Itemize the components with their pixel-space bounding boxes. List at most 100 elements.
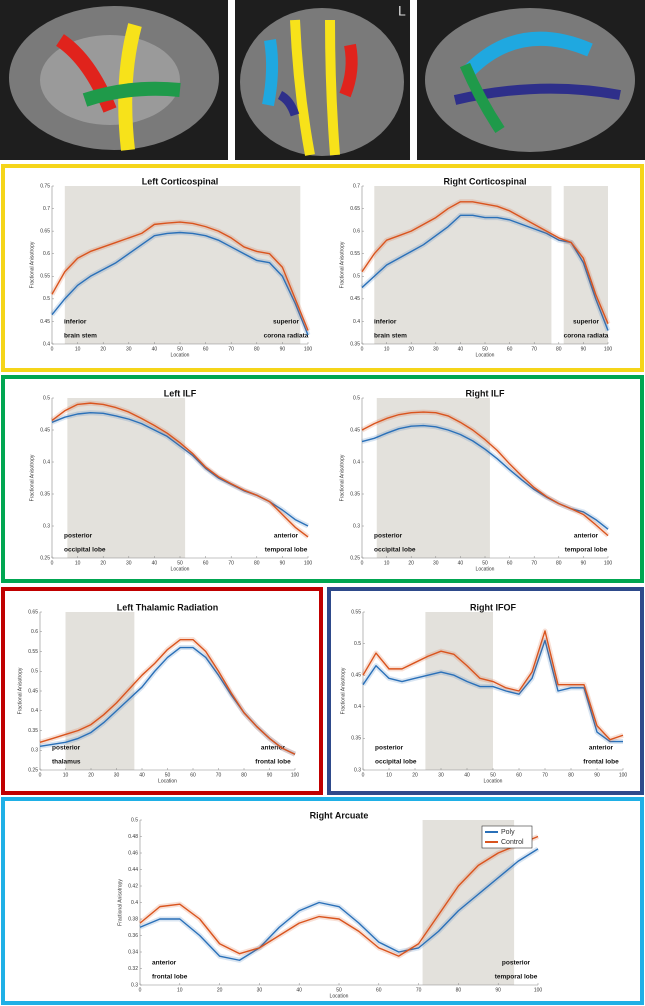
y-tick-label: 0.65 [28,609,38,615]
y-tick-label: 0.42 [128,883,138,889]
y-tick-label: 0.6 [31,629,38,635]
y-tick-label: 0.25 [28,767,38,773]
shaded-region [374,186,552,344]
chart: 0 10 20 30 40 50 60 70 80 90 100 0.3 0.35 0.4 0.45 0.5 0… [340,602,627,784]
brain-shape [240,8,404,156]
x-tick-label: 10 [177,987,183,993]
annotation: superior [273,319,299,326]
x-tick-label: 30 [257,987,263,993]
x-tick-label: 100 [619,772,628,778]
x-tick-label: 30 [433,346,439,352]
y-axis-label: Fractional Anisotropy [339,454,345,501]
chart: 0 10 20 30 40 50 60 70 80 90 100 0.35 0.4 0.45 0.5 0.55… [339,176,612,358]
x-tick-label: 60 [203,346,209,352]
x-tick-label: 60 [507,560,513,566]
annotation: posterior [374,533,403,540]
x-tick-label: 20 [408,346,414,352]
y-tick-label: 0.35 [40,491,50,497]
x-tick-label: 50 [177,346,183,352]
annotation: temporal lobe [265,547,308,554]
y-tick-label: 0.5 [353,395,360,401]
annotation: temporal lobe [565,547,608,554]
series-line [139,835,539,957]
annotation: corona radiata [264,333,309,340]
x-tick-label: 100 [291,772,300,778]
x-tick-label: 100 [304,346,313,352]
y-axis-label: Fractional Anisotropy [339,241,345,288]
series-line [51,231,309,336]
x-tick-label: 10 [63,772,69,778]
y-tick-label: 0.36 [128,933,138,939]
y-tick-label: 0.25 [40,555,50,561]
y-tick-label: 0.32 [128,966,138,972]
y-tick-label: 0.4 [131,900,138,906]
y-tick-label: 0.55 [40,274,50,280]
y-tick-label: 0.45 [351,673,361,679]
y-tick-label: 0.4 [353,319,360,325]
y-tick-label: 0.4 [31,708,38,714]
x-tick-label: 40 [152,346,158,352]
y-tick-label: 0.4 [43,341,50,347]
y-tick-label: 0.35 [350,491,360,497]
chart-title: Left ILF [164,388,197,398]
y-tick-label: 0.35 [351,736,361,742]
x-tick-label: 10 [384,560,390,566]
tract [290,19,315,156]
y-tick-label: 0.4 [354,704,361,710]
x-tick-label: 0 [362,772,365,778]
chart: 0 10 20 30 40 50 60 70 80 90 100 0.25 0.3 0.35 0.4 0.45… [17,602,299,784]
x-tick-label: 50 [177,560,183,566]
y-tick-label: 0.45 [40,427,50,433]
panel-frame [1,164,644,372]
x-tick-label: 50 [336,987,342,993]
y-tick-label: 0.5 [131,817,138,823]
y-tick-label: 0.44 [128,867,138,873]
x-tick-label: 10 [75,346,81,352]
x-tick-label: 100 [604,560,613,566]
shaded-region [376,398,490,558]
tract [339,43,358,98]
series-line [51,221,309,331]
x-tick-label: 70 [531,560,537,566]
annotation: posterior [502,960,531,967]
x-tick-label: 80 [556,560,562,566]
panel-frame [327,587,644,795]
x-tick-label: 90 [594,772,600,778]
annotation: frontal lobe [255,759,291,766]
chart-title: Right ILF [466,388,505,398]
x-tick-label: 40 [458,346,464,352]
shaded-region [425,612,493,770]
x-tick-label: 40 [152,560,158,566]
chart-title: Right Corticospinal [444,176,527,186]
series-line [361,214,609,331]
y-tick-label: 0.7 [43,206,50,212]
x-tick-label: 100 [534,987,543,993]
y-tick-label: 0.45 [350,427,360,433]
y-tick-label: 0.25 [350,555,360,561]
x-tick-label: 90 [581,560,587,566]
y-tick-label: 0.55 [351,609,361,615]
y-tick-label: 0.55 [350,251,360,257]
x-tick-label: 70 [416,987,422,993]
x-axis-label: Location [171,566,190,572]
tract [82,81,181,107]
legend-label: Poly [501,829,515,836]
annotation: anterior [152,960,177,967]
x-tick-label: 80 [254,560,260,566]
x-tick-label: 0 [361,346,364,352]
series-line [51,402,309,538]
annotation: superior [573,319,599,326]
chart-title: Right Arcuate [310,810,369,820]
y-tick-label: 0.3 [354,767,361,773]
annotation: posterior [375,745,404,752]
series-line [362,639,623,743]
y-tick-label: 0.5 [43,395,50,401]
chart: 0 10 20 30 40 50 60 70 80 90 100 0.3 0.32 0.34 0.36 0.3… [117,810,542,999]
orientation-label: L [398,3,406,19]
annotation: brain stem [374,333,407,340]
tract [277,90,300,117]
x-axis-label: Location [484,778,503,784]
x-tick-label: 10 [75,560,81,566]
brain-images: L [0,0,645,160]
